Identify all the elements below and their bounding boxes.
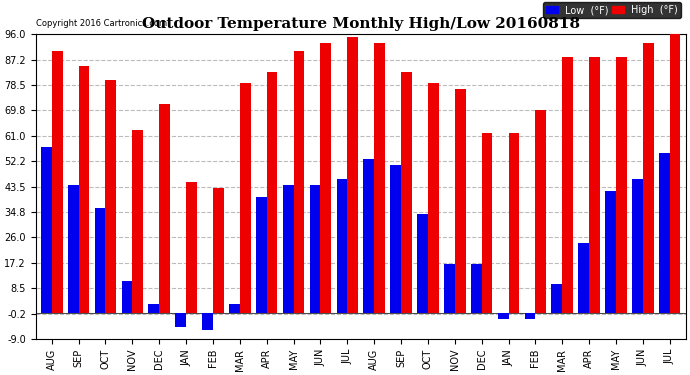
Bar	[320, 43, 331, 313]
Bar	[524, 313, 535, 319]
Bar	[95, 209, 106, 313]
Bar	[79, 66, 90, 313]
Bar	[202, 313, 213, 330]
Bar	[283, 185, 293, 313]
Bar	[267, 72, 277, 313]
Bar	[659, 153, 670, 313]
Bar	[159, 104, 170, 313]
Bar	[240, 83, 250, 313]
Bar	[175, 313, 186, 327]
Bar	[256, 197, 267, 313]
Text: Copyright 2016 Cartronics.com: Copyright 2016 Cartronics.com	[36, 19, 167, 28]
Bar	[121, 281, 132, 313]
Bar	[428, 83, 439, 313]
Bar	[132, 130, 143, 313]
Bar	[68, 185, 79, 313]
Bar	[148, 304, 159, 313]
Bar	[229, 304, 240, 313]
Bar	[391, 165, 401, 313]
Bar	[455, 89, 466, 313]
Bar	[310, 185, 320, 313]
Bar	[106, 81, 116, 313]
Bar	[337, 179, 347, 313]
Bar	[347, 37, 358, 313]
Bar	[444, 264, 455, 313]
Legend: Low  (°F), High  (°F): Low (°F), High (°F)	[543, 2, 681, 18]
Bar	[551, 284, 562, 313]
Bar	[293, 51, 304, 313]
Bar	[401, 72, 412, 313]
Bar	[364, 159, 374, 313]
Bar	[535, 110, 546, 313]
Bar	[616, 57, 627, 313]
Bar	[670, 31, 680, 313]
Bar	[41, 147, 52, 313]
Bar	[497, 313, 509, 319]
Bar	[562, 57, 573, 313]
Bar	[632, 179, 643, 313]
Bar	[471, 264, 482, 313]
Bar	[52, 51, 63, 313]
Bar	[186, 182, 197, 313]
Bar	[374, 43, 385, 313]
Bar	[213, 188, 224, 313]
Bar	[417, 214, 428, 313]
Title: Outdoor Temperature Monthly High/Low 20160818: Outdoor Temperature Monthly High/Low 201…	[141, 17, 580, 32]
Bar	[605, 191, 616, 313]
Bar	[578, 243, 589, 313]
Bar	[643, 43, 653, 313]
Bar	[509, 133, 520, 313]
Bar	[589, 57, 600, 313]
Bar	[482, 133, 493, 313]
